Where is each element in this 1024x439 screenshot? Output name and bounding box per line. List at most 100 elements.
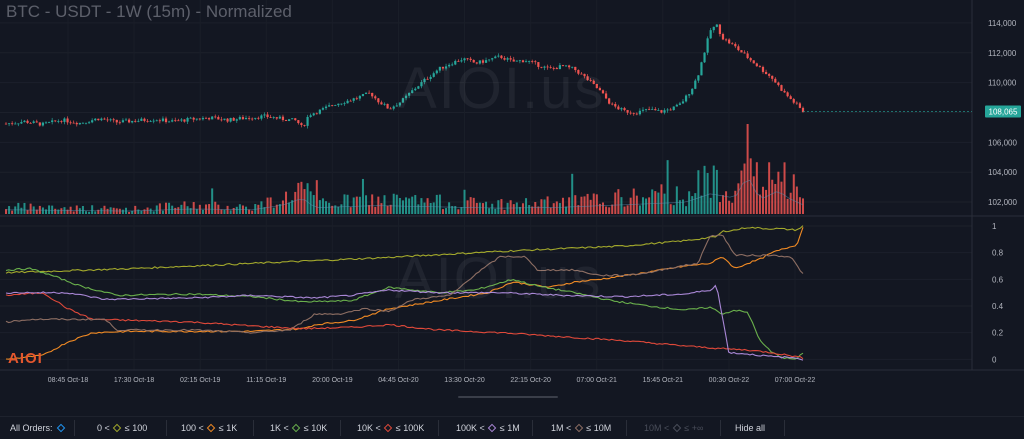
candle-body [580,73,583,75]
candle-body [284,120,288,122]
hide-all-label: Hide all [735,423,766,433]
candle-body [312,113,315,116]
volume-bar [288,202,291,214]
volume-bar [223,209,226,214]
candle-body [466,58,469,60]
candle-body [429,76,432,79]
volume-bar [623,206,626,214]
legend-item-0[interactable]: 0 < ≤ 100 [97,417,147,439]
legend-item-4[interactable]: 100K < ≤ 1M [456,417,520,439]
candle-body [321,108,325,110]
volume-bar [737,183,740,214]
volume-bar [608,207,611,214]
candle-body [404,95,408,99]
volume-bar [703,165,706,214]
volume-bar [285,191,288,214]
candle-body [417,86,420,89]
volume-bar [235,206,238,214]
volume-bar [789,192,792,214]
volume-bar [192,202,195,214]
legend-item-5[interactable]: 1M < ≤ 10M [551,417,611,439]
candle-body [392,106,395,109]
candle-body [201,117,205,120]
candle-body [214,116,217,118]
candle-body [401,98,405,103]
candle-body [72,122,75,124]
candle-body [291,118,294,120]
candle-body [497,55,500,57]
candle-body [164,118,168,123]
candle-body [146,120,149,122]
volume-bar [746,124,749,214]
volume-bar [260,201,263,214]
chart-canvas[interactable]: 114,000112,000110,000108,000106,000104,0… [0,0,1024,416]
volume-bar [685,206,688,214]
volume-bar [414,195,417,214]
candle-body [143,118,146,121]
candle-body [229,117,232,122]
candle-body [454,60,457,65]
candle-body [663,110,666,113]
volume-bar [792,174,795,214]
time-tick-label: 20:00 Oct-19 [312,377,353,384]
candle-body [337,103,340,106]
candle-body [91,120,94,123]
volume-bar [561,197,564,214]
volume-bar [451,206,454,214]
volume-bar [641,197,644,214]
candle-body [358,96,361,99]
series-line-3 [5,292,804,360]
all-orders-diamond-icon [56,423,65,433]
volume-bar [552,203,555,214]
volume-bar [318,200,321,214]
legend-all-orders[interactable]: All Orders: [10,417,65,439]
candle-body [241,117,245,120]
hide-all-button[interactable]: Hide all [735,417,765,439]
candle-body [84,122,88,124]
candle-body [232,117,235,121]
volume-bar [72,211,75,214]
candle-body [217,117,220,120]
volume-bar [743,163,746,214]
volume-bar [423,202,426,214]
candle-body [524,61,528,63]
volume-bar [349,207,352,214]
legend-item-label: 1M < [551,423,574,433]
volume-bar [411,196,414,214]
candle-body [626,110,629,113]
volume-bar [565,206,568,214]
volume-bar [297,182,300,214]
legend-item-6[interactable]: 10M < ≤ +∞ [644,417,703,439]
volume-bar [549,207,552,214]
candle-body [583,73,586,77]
volume-bar [134,205,137,214]
series-line-2 [5,267,804,360]
candle-body [460,60,463,62]
legend-item-3[interactable]: 10K < ≤ 100K [357,417,424,439]
candle-body [734,43,737,47]
candle-body [595,83,598,89]
volume-bar [195,209,198,214]
legend-item-1[interactable]: 100 < ≤ 1K [181,417,237,439]
candle-body [269,117,272,118]
candle-body [364,92,368,94]
horizontal-scrollbar[interactable] [458,396,558,398]
volume-bar [755,162,758,214]
candle-body [254,117,257,119]
legend-item-2[interactable]: 1K < ≤ 10K [270,417,327,439]
candle-body [780,85,783,91]
volume-bar [700,195,703,214]
normalized-tick-label: 0.6 [992,275,1004,284]
legend-item-range: ≤ +∞ [681,423,704,433]
candle-body [438,66,441,71]
candle-body [484,60,488,63]
volume-bar [352,197,355,214]
volume-bar [389,204,392,214]
volume-bar [232,207,235,214]
candle-body [294,118,297,121]
candle-body [349,100,352,102]
volume-bar [780,181,783,214]
volume-bar [331,205,334,214]
candle-body [697,75,700,81]
candle-body [472,59,475,63]
